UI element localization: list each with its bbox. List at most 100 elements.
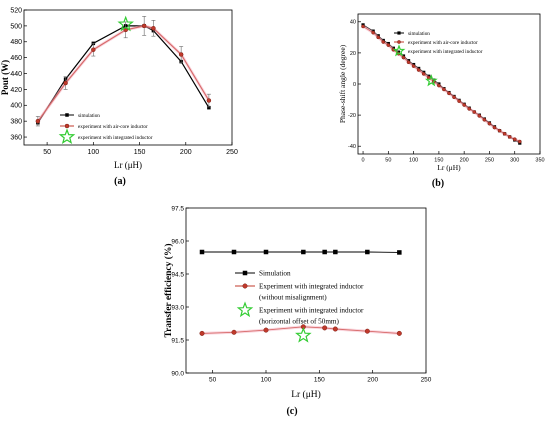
data-point [437, 83, 441, 88]
x-tick-label: 250 [226, 149, 238, 156]
legend-marker [242, 270, 248, 276]
x-tick-label: 250 [485, 158, 494, 164]
data-point [91, 47, 96, 52]
panels: 50 100 150 200 25036038040042044046048050052… [0, 7, 545, 417]
y-tick-label: 380 [10, 119, 22, 126]
data-point [376, 35, 381, 40]
data-point [231, 249, 237, 255]
x-tick-label: 0 [362, 158, 365, 164]
series-glow [36, 24, 211, 123]
data-point [263, 327, 269, 333]
data-point [371, 30, 376, 35]
data-point [406, 60, 411, 65]
y-tick-label: 520 [10, 7, 22, 14]
y-tick-label: 20 [350, 51, 356, 57]
x-tick-label: 150 [434, 158, 443, 164]
y-axis-label: Phase-shift angle (degree) [338, 44, 347, 123]
data-point [332, 326, 338, 332]
data-point [517, 139, 522, 144]
series-1 [199, 249, 402, 255]
panel-label: (c) [286, 406, 297, 417]
legend-label: Experiment with integrated inductor [259, 307, 364, 315]
data-point [401, 55, 406, 60]
y-tick-label: 480 [10, 39, 22, 46]
legend: Simulation Experiment with integrated ind… [235, 270, 364, 326]
x-tick-label: 150 [314, 377, 325, 384]
legend-label-line2: (without misalignment) [259, 294, 327, 302]
y-tick-label: 94.5 [171, 271, 184, 278]
data-point [207, 105, 211, 110]
data-point [117, 15, 134, 32]
plot-frame [23, 9, 233, 146]
y-tick-label: 360 [10, 135, 22, 142]
data-point [477, 114, 482, 118]
series-2 [199, 324, 402, 336]
legend-label: simulation [78, 113, 100, 119]
x-tick-label: 50 [43, 149, 51, 156]
data-point [301, 249, 306, 255]
legend: simulation experiment with air-core induc… [392, 31, 483, 57]
x-axis-label: Lr (μH) [291, 389, 321, 400]
x-tick-label: 100 [261, 377, 272, 384]
x-tick-label: 250 [421, 377, 432, 384]
x-tick-label: 50 [209, 377, 217, 384]
x-tick-label: 200 [180, 149, 192, 156]
data-point [457, 99, 461, 103]
legend-marker [236, 301, 254, 318]
series-glow [201, 325, 400, 335]
legend-marker [64, 123, 70, 129]
legend-label: experiment with integrated inductor [78, 135, 153, 141]
series-line [201, 326, 400, 334]
legend-label: Experiment with integrated inductor [259, 283, 364, 291]
series-2 [35, 16, 212, 127]
x-axis-label: Lr (μH) [437, 163, 461, 172]
data-point [295, 326, 312, 343]
legend-marker [397, 31, 401, 35]
series-3 [117, 15, 134, 32]
chart-panel-2: 0 50 100 150 200 250 300 350 -40 -20 0 20 40 Lr (μH) P… [338, 13, 545, 189]
data-point [442, 87, 446, 92]
data-point [199, 330, 205, 336]
data-point [482, 117, 487, 122]
legend-marker [392, 44, 406, 57]
data-point [141, 23, 147, 29]
data-point [462, 103, 467, 107]
series-line [37, 25, 210, 124]
y-tick-label: 500 [10, 23, 22, 30]
data-point [452, 95, 456, 100]
data-point [424, 74, 438, 87]
data-point [151, 26, 156, 31]
series-3 [295, 326, 312, 343]
data-point [487, 121, 492, 126]
data-point [333, 249, 338, 255]
data-point [178, 52, 184, 57]
x-axis-label: Lr (μH) [114, 160, 142, 170]
y-tick-label: 400 [10, 103, 22, 110]
data-point [507, 135, 512, 139]
data-point [512, 137, 517, 142]
y-axis-label: Pout (W) [0, 60, 10, 95]
x-tick-label: 100 [87, 149, 99, 156]
chart-panel-1: 50 100 150 200 250 360 380 400 420 440 460 480 500 52… [0, 7, 238, 187]
legend-label: experiment with air-core inductor [78, 124, 148, 130]
x-tick-label: 300 [510, 158, 519, 164]
y-tick-label: 420 [10, 87, 22, 94]
y-tick-label: 0 [353, 82, 356, 88]
data-point [386, 43, 391, 47]
legend-label: experiment with air-core inductor [408, 40, 478, 46]
data-point [421, 72, 426, 76]
y-tick-label: -20 [348, 113, 356, 119]
y-tick-label: 40 [350, 20, 356, 26]
data-point [411, 64, 416, 68]
data-point [231, 329, 237, 335]
panel-label: (b) [432, 178, 444, 189]
y-tick-label: 460 [10, 55, 22, 62]
data-point [397, 250, 402, 255]
legend-marker [58, 128, 76, 145]
data-point [492, 125, 497, 130]
legend-label: simulation [408, 31, 430, 37]
x-tick-label: 50 [385, 158, 391, 164]
data-point [396, 330, 402, 336]
